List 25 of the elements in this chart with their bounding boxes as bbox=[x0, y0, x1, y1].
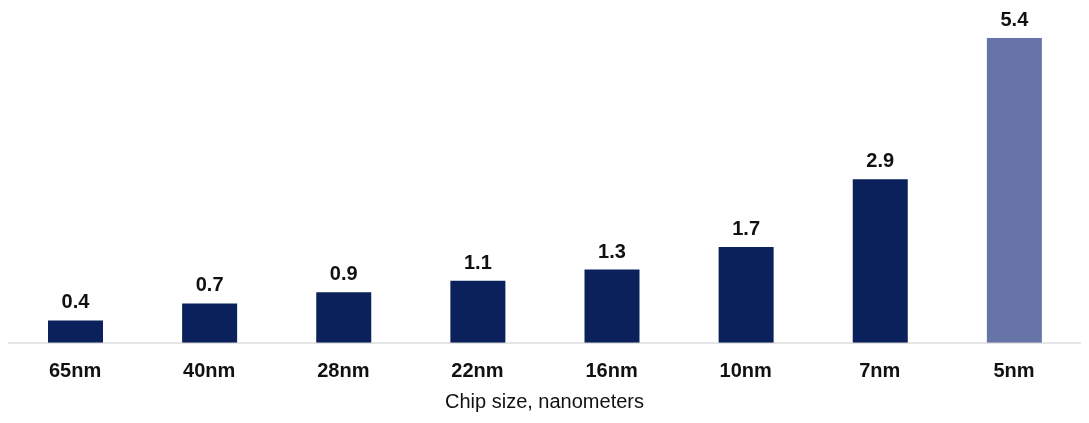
bar bbox=[316, 292, 372, 343]
x-tick-label: 22nm bbox=[451, 359, 504, 382]
data-label: 0.7 bbox=[195, 273, 224, 296]
bar bbox=[584, 269, 640, 343]
x-tick-label: 28nm bbox=[317, 359, 370, 382]
bar bbox=[182, 303, 238, 343]
bar bbox=[450, 280, 506, 343]
data-label: 0.4 bbox=[61, 290, 91, 313]
bar bbox=[852, 179, 908, 343]
data-label: 5.4 bbox=[1000, 8, 1030, 30]
x-tick-label: 5nm bbox=[993, 359, 1035, 382]
bar bbox=[986, 38, 1042, 343]
x-tick-label: 7nm bbox=[859, 359, 901, 382]
data-label: 1.1 bbox=[463, 250, 492, 273]
bar bbox=[718, 246, 774, 343]
x-tick-label: 40nm bbox=[183, 359, 236, 382]
bar bbox=[48, 320, 103, 343]
x-tick-label: 10nm bbox=[719, 359, 772, 382]
x-axis-title: Chip size, nanometers bbox=[444, 390, 645, 413]
x-tick-label: 65nm bbox=[48, 359, 102, 382]
data-label: 0.9 bbox=[329, 262, 358, 285]
data-label: 1.3 bbox=[598, 239, 626, 262]
x-tick-label: 16nm bbox=[585, 359, 638, 382]
data-label: 2.9 bbox=[866, 149, 895, 172]
data-label: 1.7 bbox=[732, 216, 761, 239]
